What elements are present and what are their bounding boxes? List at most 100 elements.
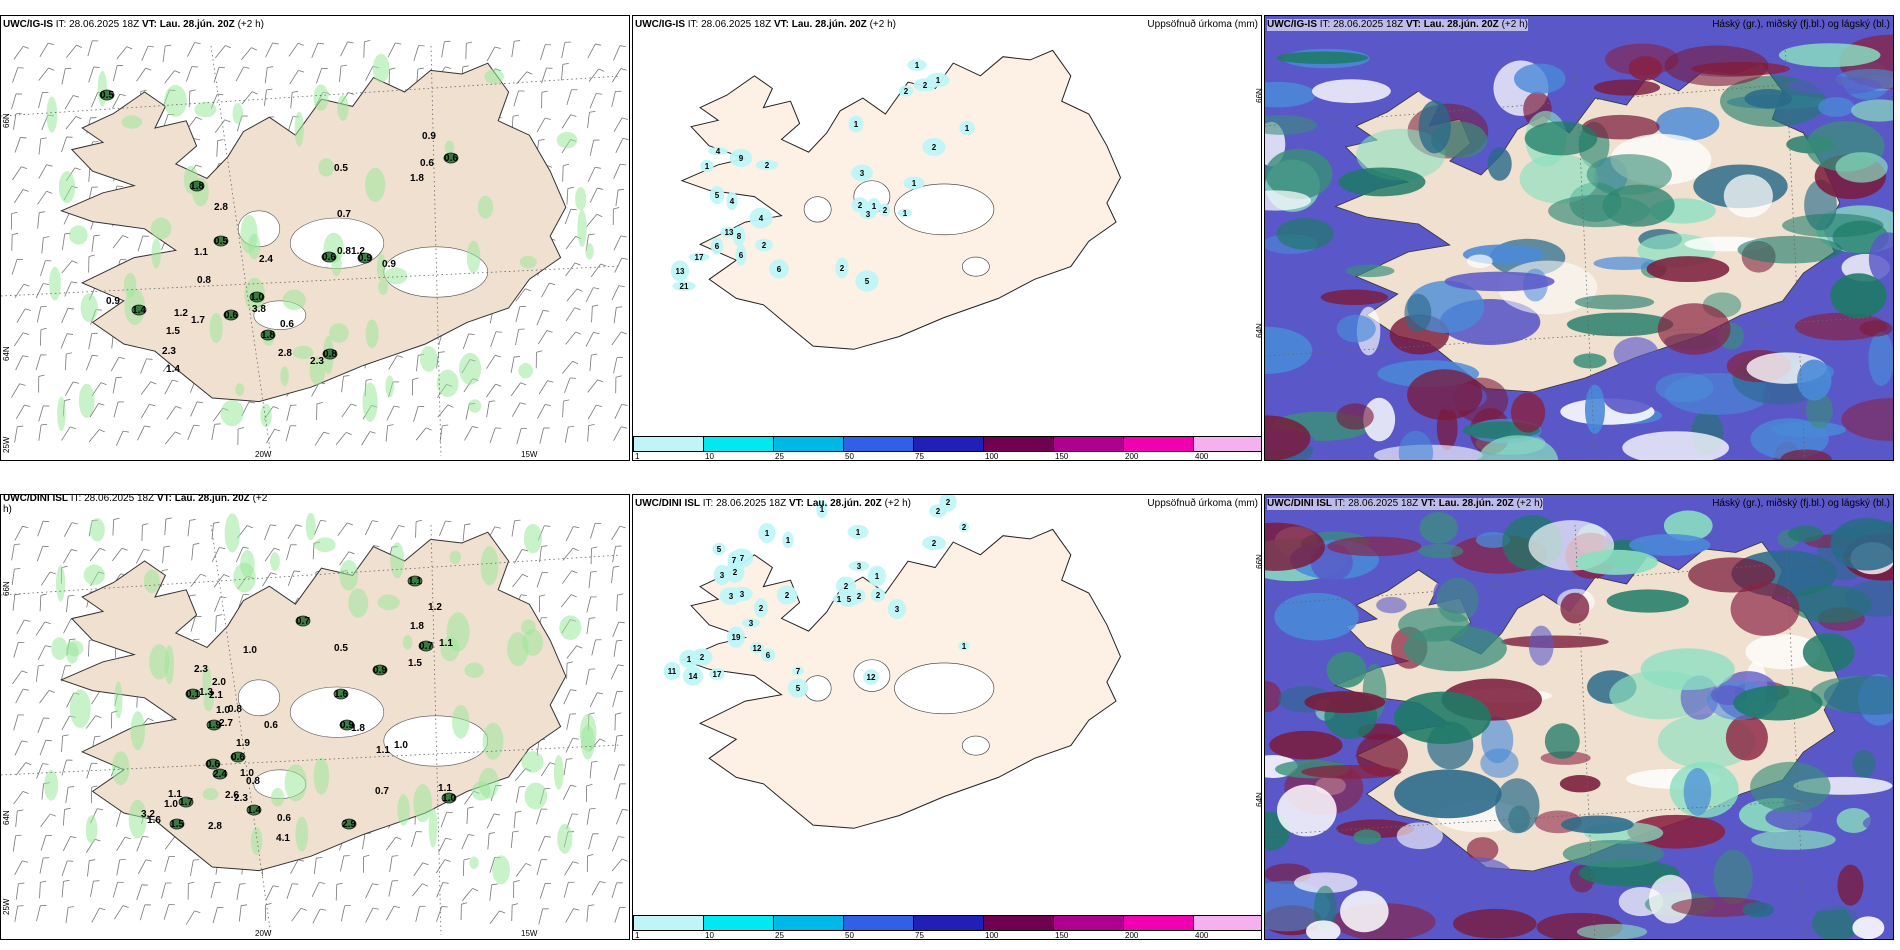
wind-value-label: 0.8 [197, 275, 211, 286]
wind-barb [390, 525, 405, 540]
cloud-map-bottom [1265, 495, 1893, 939]
precip-value-label: 1 [854, 120, 859, 129]
field-patch [459, 352, 482, 385]
field-patch [1622, 431, 1730, 460]
wind-barb [91, 907, 106, 923]
field-patch [1418, 543, 1464, 559]
field-patch [1593, 79, 1661, 96]
field-patch [782, 531, 794, 549]
wind-barb [14, 525, 29, 541]
wind-value-label: 2.8 [278, 348, 292, 359]
wind-barb [413, 405, 425, 422]
wind-barb [265, 885, 279, 901]
field-patch [407, 575, 423, 587]
wind-value-label: 1.8 [410, 621, 424, 632]
precip-value-label: 1 [965, 124, 970, 133]
wind-barb [286, 883, 299, 900]
field-patch [1640, 648, 1735, 691]
wind-barb [362, 854, 370, 873]
precip-value-label: 1 [903, 209, 908, 218]
precip-value-label: 2 [700, 653, 705, 662]
wind-barb [564, 208, 577, 225]
wind-barb [287, 570, 300, 586]
field-patch [712, 542, 726, 556]
wind-barb [214, 596, 227, 612]
wind-barb [440, 811, 453, 828]
lon-label-20w: 20W [255, 450, 272, 459]
field-patch [870, 587, 886, 603]
wind-value-label: 0.6 [444, 153, 458, 164]
field-patch [249, 291, 265, 303]
wind-barb [38, 374, 45, 393]
wind-barb [65, 116, 82, 130]
field-patch [741, 618, 761, 628]
field-patch [390, 542, 405, 579]
precip-value-label: 19 [732, 633, 741, 642]
lat-label-66n: 66N [2, 581, 11, 596]
field-patch [452, 704, 470, 739]
field-patch [339, 719, 355, 731]
field-patch [464, 662, 484, 678]
graticule-line [210, 524, 272, 936]
field-patch [1646, 256, 1730, 283]
precip-value-label: 2 [923, 81, 928, 90]
wind-value-label: 1.0 [250, 292, 264, 303]
field-patch [1780, 449, 1832, 460]
wind-panel-bottom: UWC/DINI ISL IT: 28.06.2025 18Z VT: Lau.… [0, 494, 630, 940]
colorbar-tick-label: 1 [635, 931, 640, 940]
wind-barb [112, 517, 120, 536]
wind-barb [586, 904, 595, 922]
wind-barb [12, 670, 28, 685]
wind-value-label: 1.2 [351, 246, 365, 257]
field-patch [402, 634, 413, 650]
precip-value-label: 3 [857, 562, 862, 571]
wind-barb [615, 809, 629, 825]
wind-value-label: 2.8 [208, 821, 222, 832]
wind-barb [39, 857, 50, 874]
colorbar-segment [1123, 436, 1194, 452]
wind-barb [611, 525, 626, 541]
wind-value-label: 2.9 [342, 819, 356, 830]
field-patch [749, 207, 773, 229]
wind-barb [40, 813, 56, 828]
wind-barb [38, 67, 55, 81]
field-patch [1648, 874, 1692, 924]
wind-barb [13, 112, 22, 130]
field-patch [1566, 312, 1674, 337]
field-patch [202, 665, 212, 697]
field-patch [169, 818, 185, 830]
wind-barb [140, 381, 157, 395]
wind-barb [540, 762, 556, 777]
wind-barb [314, 431, 330, 446]
wind-barb [561, 41, 571, 59]
wind-barb [11, 567, 21, 586]
wind-value-label: 0.5 [214, 236, 228, 247]
wind-barb [87, 40, 99, 57]
wind-barb [565, 737, 579, 753]
wind-barb [286, 544, 297, 561]
field-patch [1312, 79, 1391, 104]
wind-barb [41, 236, 50, 254]
wind-barb [566, 288, 583, 302]
wind-barb [587, 166, 601, 182]
wind-barb [589, 187, 604, 203]
panel-title: UWC/IG-IS IT: 28.06.2025 18Z VT: Lau. 28… [635, 19, 896, 30]
wind-barb [436, 351, 445, 369]
wind-barb [35, 354, 47, 371]
wind-barb [412, 377, 419, 396]
colorbar-tick-label: 10 [705, 931, 714, 940]
field-patch [1376, 596, 1407, 614]
colorbar-tick-label: 150 [1055, 931, 1069, 940]
wind-barb [112, 93, 126, 109]
wind-barb [489, 883, 498, 901]
wind-barb [13, 714, 25, 731]
wind-barb [36, 763, 49, 779]
colorbar-tick-label: 75 [915, 452, 924, 461]
colorbar-tick-label: 100 [985, 452, 999, 461]
colorbar-segment [843, 436, 914, 452]
wind-barb [438, 837, 452, 853]
wind-barb [39, 690, 55, 704]
field-patch [305, 512, 316, 541]
field-patch [223, 309, 239, 321]
field-patch [282, 289, 306, 311]
